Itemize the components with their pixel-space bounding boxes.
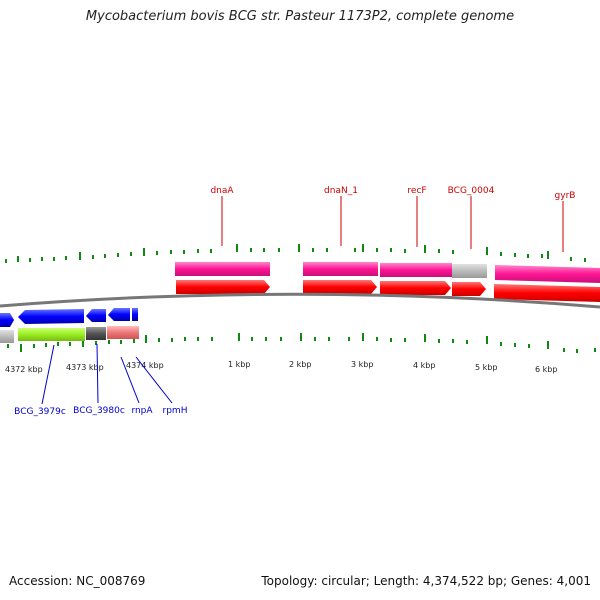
gene-gyrB[interactable]	[494, 284, 600, 302]
accession-text: Accession: NC_008769	[9, 574, 146, 588]
label-rnpA[interactable]: rnpA	[131, 406, 153, 416]
map-title: Mycobacterium bovis BCG str. Pasteur 117…	[85, 9, 515, 24]
scale-label: 4 kbp	[413, 361, 435, 370]
cds-dnaN-1[interactable]	[303, 262, 378, 276]
cds-BCG-3979c[interactable]	[18, 328, 85, 341]
cds-BCG-3980c[interactable]	[86, 327, 106, 340]
gene-BCG-3980c[interactable]	[86, 309, 106, 322]
cds-gyrB[interactable]	[495, 265, 600, 283]
scale-label: 2 kbp	[289, 360, 311, 369]
gene-recF[interactable]	[380, 281, 451, 295]
gene-rnpA[interactable]	[108, 308, 130, 321]
label-BCG-3980c[interactable]: BCG_3980c	[73, 406, 125, 416]
reverse-cds-track	[0, 326, 139, 343]
cds-recF[interactable]	[380, 263, 452, 277]
label-dnaN-1[interactable]: dnaN_1	[324, 186, 358, 196]
label-gyrB[interactable]: gyrB	[555, 191, 576, 201]
genome-backbone	[0, 292, 600, 309]
reverse-gene-track	[0, 308, 138, 327]
gene-dnaN-1[interactable]	[303, 280, 377, 294]
cds-BCG-0004[interactable]	[452, 264, 487, 278]
scale-label: 3 kbp	[351, 360, 373, 369]
cds-left-grey[interactable]	[0, 330, 14, 343]
label-BCG-0004[interactable]: BCG_0004	[448, 186, 495, 196]
inner-tick-ring	[7, 333, 596, 353]
label-recF[interactable]: recF	[407, 186, 426, 196]
scale-label: 1 kbp	[228, 360, 250, 369]
cds-rnpA[interactable]	[107, 326, 139, 339]
label-BCG-3979c[interactable]: BCG_3979c	[14, 407, 66, 417]
cds-dnaA[interactable]	[175, 262, 270, 276]
reverse-gene-labels: BCG_3979c BCG_3980c rnpA rpmH	[14, 343, 188, 417]
scale-label: 6 kbp	[535, 365, 557, 374]
gene-BCG-3979c[interactable]	[18, 309, 84, 324]
label-rpmH[interactable]: rpmH	[163, 406, 188, 416]
scale-label: 5 kbp	[475, 363, 497, 372]
gene-dnaA[interactable]	[176, 280, 270, 294]
scale-label: 4374 kbp	[126, 361, 164, 370]
label-dnaA[interactable]: dnaA	[210, 186, 234, 196]
scale-labels: 4372 kbp 4373 kbp 4374 kbp 1 kbp 2 kbp 3…	[5, 360, 557, 374]
topology-text: Topology: circular; Length: 4,374,522 bp…	[261, 574, 591, 588]
outer-tick-ring	[5, 244, 586, 263]
scale-label: 4372 kbp	[5, 365, 43, 374]
gene-BCG-0004[interactable]	[452, 282, 486, 296]
forward-gene-track	[176, 280, 600, 302]
forward-gene-labels: dnaA dnaN_1 recF BCG_0004 gyrB	[210, 186, 575, 252]
scale-label: 4373 kbp	[66, 363, 104, 372]
forward-cds-track	[175, 262, 600, 283]
gene-rpmH[interactable]	[132, 308, 138, 321]
gene-BCG-3979c-left[interactable]	[0, 313, 14, 327]
